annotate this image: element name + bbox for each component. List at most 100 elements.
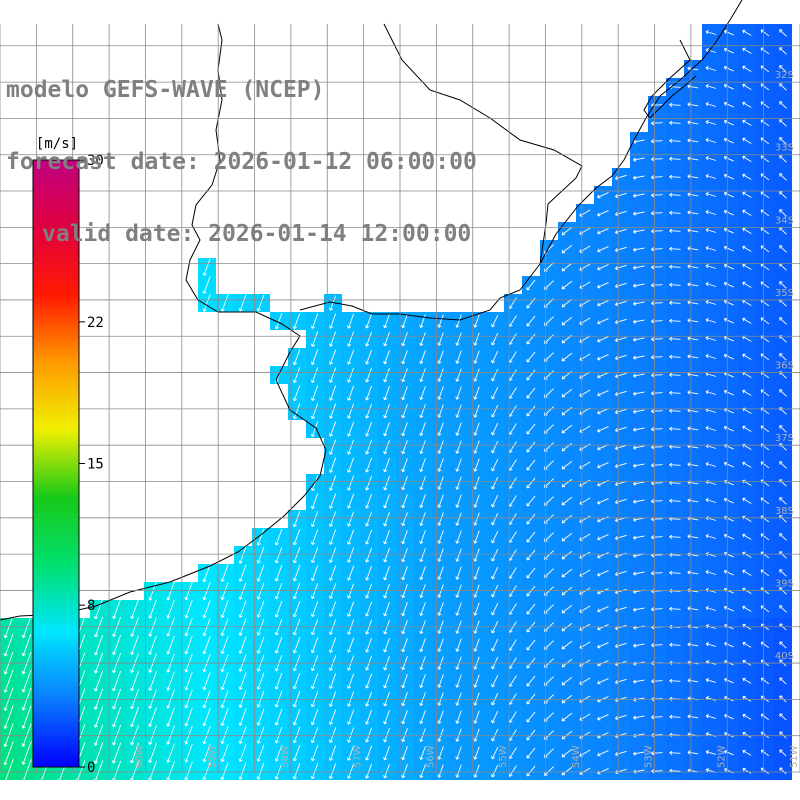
wind-arrow [473, 440, 480, 454]
wind-arrow [742, 65, 752, 72]
wind-arrow [687, 570, 699, 575]
wind-arrow [544, 460, 554, 470]
wind-arrow [347, 727, 355, 743]
wind-arrow [597, 534, 609, 541]
lon-label: 56W [425, 745, 436, 768]
wind-arrow [94, 670, 104, 692]
wind-arrow [597, 300, 609, 307]
wind-arrow [202, 761, 211, 781]
wind-arrow [597, 426, 609, 433]
wind-arrow [3, 723, 14, 747]
wind-arrow [437, 494, 444, 508]
wind-arrow [202, 672, 211, 691]
wind-arrow [310, 583, 319, 600]
wind-arrow [329, 313, 337, 329]
wind-arrow [401, 332, 408, 347]
wind-arrow [365, 547, 373, 563]
wind-arrow [544, 406, 554, 416]
wind-arrow [526, 549, 536, 561]
wind-arrow [328, 709, 337, 725]
wind-arrow [687, 606, 699, 611]
wind-arrow [526, 765, 536, 777]
wind-arrow [292, 726, 301, 744]
wind-arrow [419, 440, 426, 454]
wind-arrow [238, 294, 247, 312]
wind-arrow [687, 318, 699, 323]
wind-arrow [274, 546, 283, 564]
wind-arrow [437, 548, 444, 562]
wind-arrow [473, 422, 480, 436]
wind-arrow [561, 730, 573, 740]
wind-arrow [310, 565, 319, 582]
wind-arrow [329, 601, 337, 617]
wind-arrow [130, 760, 140, 782]
wind-arrow [651, 535, 663, 540]
wind-arrow [633, 355, 645, 360]
wind-arrow [705, 120, 717, 125]
wind-arrow [526, 675, 536, 687]
wind-arrow [455, 494, 462, 508]
wind-arrow [742, 767, 752, 774]
wind-arrow [437, 404, 444, 418]
wind-arrow [220, 708, 229, 727]
wind-arrow [779, 191, 787, 199]
wind-arrow [292, 600, 301, 618]
wind-arrow [202, 564, 211, 583]
wind-arrow [615, 570, 627, 577]
lat-label: 36S [775, 361, 794, 372]
wind-arrow [687, 642, 699, 647]
wind-arrow [184, 581, 193, 601]
map-title: modelo GEFS-WAVE (NCEP) forecast date: 2… [6, 30, 477, 294]
wind-arrow [21, 705, 32, 729]
wind-arrow [184, 707, 193, 727]
wind-arrow [292, 511, 301, 528]
wind-arrow [651, 571, 663, 576]
wind-arrow [238, 744, 247, 762]
wind-arrow [633, 463, 645, 468]
wind-arrow [544, 280, 554, 290]
wind-arrow [669, 102, 681, 107]
lon-label: 59W [207, 745, 218, 768]
wind-arrow [633, 337, 645, 342]
wind-arrow [687, 66, 699, 71]
wind-arrow [723, 101, 734, 108]
wind-arrow [597, 246, 609, 253]
wind-arrow [419, 476, 426, 490]
wind-arrow [455, 764, 462, 778]
wind-arrow [544, 676, 554, 686]
wind-arrow [779, 155, 787, 163]
wind-arrow [779, 281, 787, 289]
wind-arrow [419, 368, 426, 382]
wind-arrow [473, 350, 480, 364]
wind-arrow [705, 30, 717, 35]
wind-arrow [615, 282, 627, 289]
wind-arrow [544, 478, 554, 488]
wind-arrow [383, 709, 390, 725]
wind-arrow [401, 386, 408, 401]
wind-arrow [723, 605, 734, 612]
wind-arrow [651, 175, 663, 180]
wind-arrow [238, 708, 247, 726]
wind-arrow [292, 313, 301, 330]
wind-arrow [473, 314, 480, 328]
wind-arrow [723, 29, 734, 36]
wind-arrow [561, 586, 573, 596]
wind-arrow [526, 351, 536, 363]
wind-arrow [455, 314, 462, 328]
wind-arrow [615, 408, 627, 415]
wind-arrow [669, 300, 681, 305]
wind-arrow [202, 276, 211, 294]
wind-arrow [473, 674, 480, 688]
wind-arrow [419, 422, 426, 436]
wind-arrow [687, 228, 699, 233]
wind-arrow [687, 156, 699, 161]
wind-arrow [544, 316, 554, 326]
wind-arrow [292, 349, 301, 366]
wind-arrow [256, 546, 265, 564]
wind-arrow [473, 584, 480, 598]
wind-arrow [742, 83, 752, 90]
wind-arrow [705, 678, 716, 683]
wind-arrow [615, 444, 627, 451]
wind-arrow [561, 262, 573, 272]
